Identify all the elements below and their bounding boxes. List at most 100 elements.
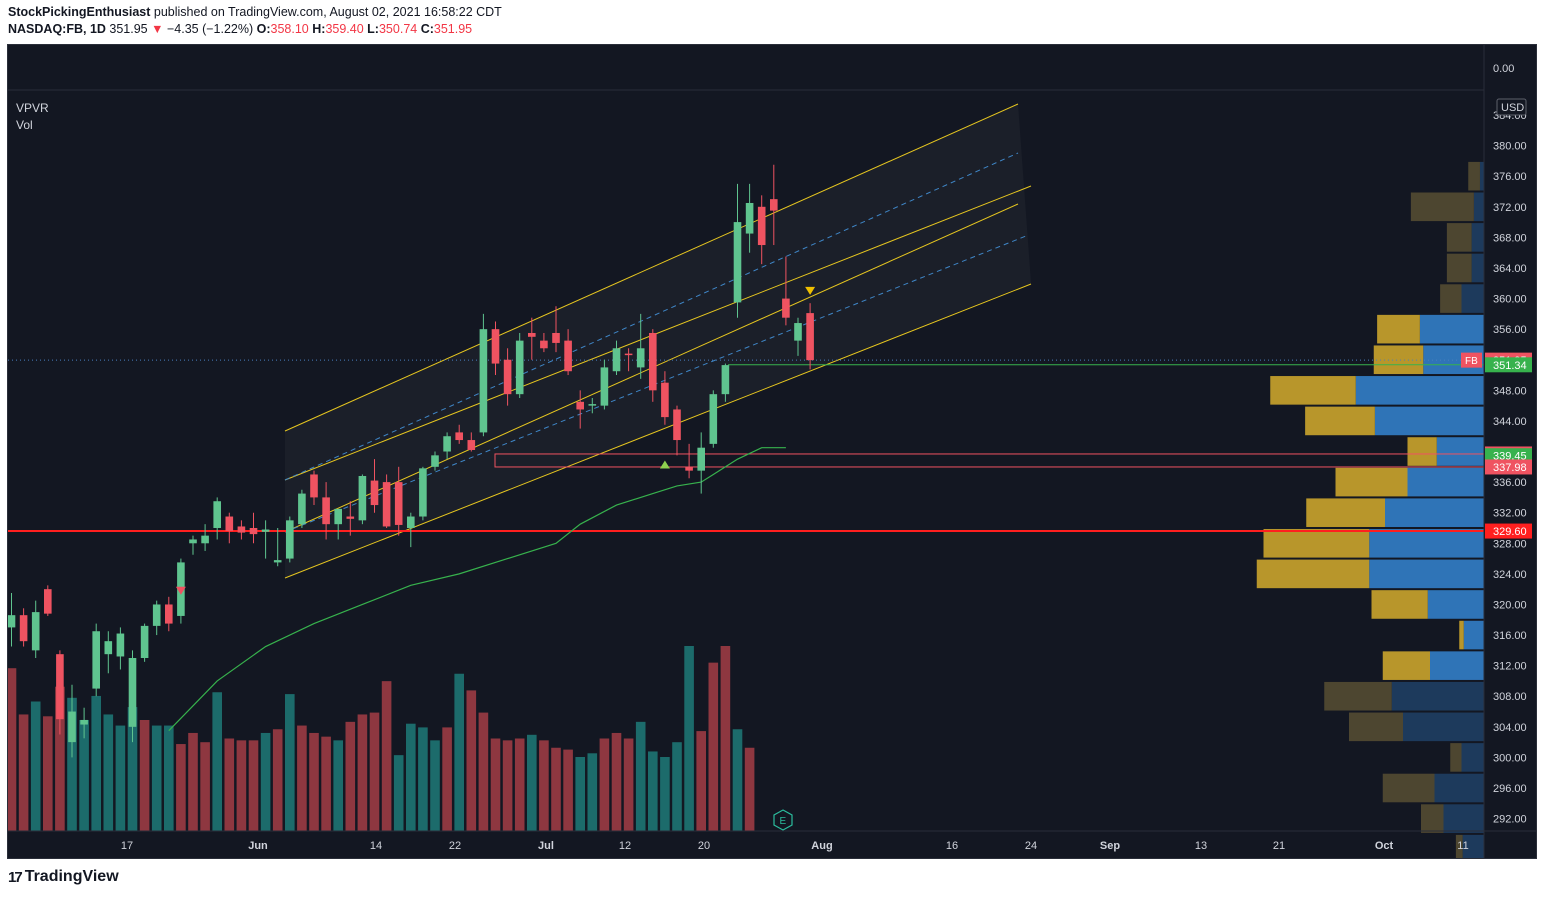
time-axis-tick: 24 xyxy=(1025,840,1037,852)
volume-bar xyxy=(164,725,174,831)
vpvr-up-volume xyxy=(1369,528,1484,558)
time-axis-tick: Oct xyxy=(1375,840,1394,852)
earnings-icon: E xyxy=(780,816,787,827)
vpvr-down-volume xyxy=(1455,834,1463,858)
candle-body xyxy=(382,482,391,527)
vpvr-profile xyxy=(1256,161,1484,858)
candle-body xyxy=(201,535,209,544)
vpvr-down-volume xyxy=(1382,651,1430,680)
volume-bar xyxy=(30,701,41,831)
price-chart[interactable]: EVPVRVol0.00384.00380.00376.00372.00368.… xyxy=(8,45,1536,858)
volume-bar xyxy=(139,720,150,831)
chart-panel[interactable]: E VPVR Vol 0.00 384.00 380.00 376.00 372.00 368.… xyxy=(7,44,1537,859)
candle-body xyxy=(491,329,500,364)
volume-bar xyxy=(297,725,307,831)
time-axis-tick: Jul xyxy=(538,840,554,852)
candle-body xyxy=(479,329,488,433)
volume-bar xyxy=(272,729,283,831)
candle-body xyxy=(576,401,584,410)
volume-bar xyxy=(224,738,235,831)
vpvr-down-volume xyxy=(1446,253,1472,283)
candle-body xyxy=(128,658,137,727)
time-axis-tick: 21 xyxy=(1273,840,1285,852)
price-axis-tick: 356.00 xyxy=(1493,324,1527,336)
volume-bar xyxy=(539,740,549,831)
candle-body xyxy=(225,516,234,532)
down-arrow-icon: ▼ xyxy=(151,22,164,36)
volume-bar xyxy=(115,725,126,831)
volume-bar xyxy=(466,690,477,831)
volume-bar xyxy=(333,740,343,831)
volume-bar xyxy=(587,753,598,831)
price-axis-tick: 300.00 xyxy=(1493,752,1527,764)
candle-body xyxy=(310,474,318,498)
volume-bar xyxy=(744,747,755,831)
vpvr-up-volume xyxy=(1369,559,1484,589)
candle-body xyxy=(237,526,246,533)
price-axis-tick: 304.00 xyxy=(1493,722,1527,734)
vpvr-up-volume xyxy=(1430,651,1484,680)
price-change: −4.35 (−1.22%) xyxy=(166,22,254,36)
volume-bar xyxy=(357,714,368,831)
open-value: 358.10 xyxy=(270,22,309,36)
publisher-name[interactable]: StockPickingEnthusiast xyxy=(8,5,151,19)
volume-bar xyxy=(708,662,719,831)
candle-body xyxy=(515,340,524,395)
volume-bar xyxy=(200,742,210,831)
volume-bar xyxy=(599,738,610,831)
candle-body xyxy=(165,604,173,624)
candle-body xyxy=(261,529,270,532)
volume-bar xyxy=(527,734,537,831)
volume-bar xyxy=(103,714,114,831)
candle-body xyxy=(588,404,597,406)
vpvr-down-volume xyxy=(1440,284,1462,313)
volume-bar xyxy=(260,732,271,831)
price-axis-tick: 360.00 xyxy=(1493,294,1527,306)
candle-body xyxy=(358,475,367,521)
volume-bar xyxy=(696,731,706,831)
candle-body xyxy=(600,367,609,406)
candle-body xyxy=(794,323,802,341)
volume-bar xyxy=(393,755,404,831)
vpvr-down-volume xyxy=(1270,376,1356,405)
vpvr-down-volume xyxy=(1335,467,1408,497)
candle-body xyxy=(68,711,76,743)
tradingview-brand: TradingView xyxy=(24,868,119,885)
vpvr-up-volume xyxy=(1407,467,1484,497)
volume-bar xyxy=(672,742,682,831)
vpvr-down-volume xyxy=(1305,406,1375,436)
volume-layer xyxy=(8,646,755,831)
volume-bar xyxy=(430,740,440,831)
buy-signal-icon xyxy=(659,460,670,469)
price-axis-tick: 308.00 xyxy=(1493,691,1527,703)
volume-bar xyxy=(79,720,89,831)
candle-body xyxy=(540,340,548,349)
symbol-label[interactable]: NASDAQ:FB, 1D xyxy=(8,22,106,36)
high-value: 359.40 xyxy=(325,22,364,36)
time-axis-tick: 22 xyxy=(449,840,461,852)
candle-body xyxy=(104,641,113,655)
price-label-box xyxy=(1485,523,1532,539)
price-label-box xyxy=(1485,459,1532,475)
vpvr-down-volume xyxy=(1373,345,1424,375)
vpvr-up-volume xyxy=(1473,192,1484,222)
tradingview-logo[interactable]: 17 TradingView xyxy=(8,868,119,886)
vpvr-up-volume xyxy=(1479,161,1484,191)
price-axis-tick: 324.00 xyxy=(1493,569,1527,581)
price-axis-tick: 332.00 xyxy=(1493,508,1527,520)
candle-body xyxy=(31,612,40,651)
candle-body xyxy=(286,520,294,559)
candle-body xyxy=(116,633,125,657)
candle-body xyxy=(564,340,572,372)
candle-body xyxy=(370,480,379,506)
vpvr-up-volume xyxy=(1385,498,1484,527)
price-axis-tick: 316.00 xyxy=(1493,630,1527,642)
price-axis-tick: 0.00 xyxy=(1493,63,1514,75)
candle-body xyxy=(685,466,693,471)
candle-body xyxy=(431,455,439,467)
low-label: L: xyxy=(367,22,379,36)
volume-bar xyxy=(623,738,634,831)
time-axis-tick: Sep xyxy=(1100,840,1120,852)
candle-body xyxy=(298,493,306,525)
candle-body xyxy=(612,348,621,372)
